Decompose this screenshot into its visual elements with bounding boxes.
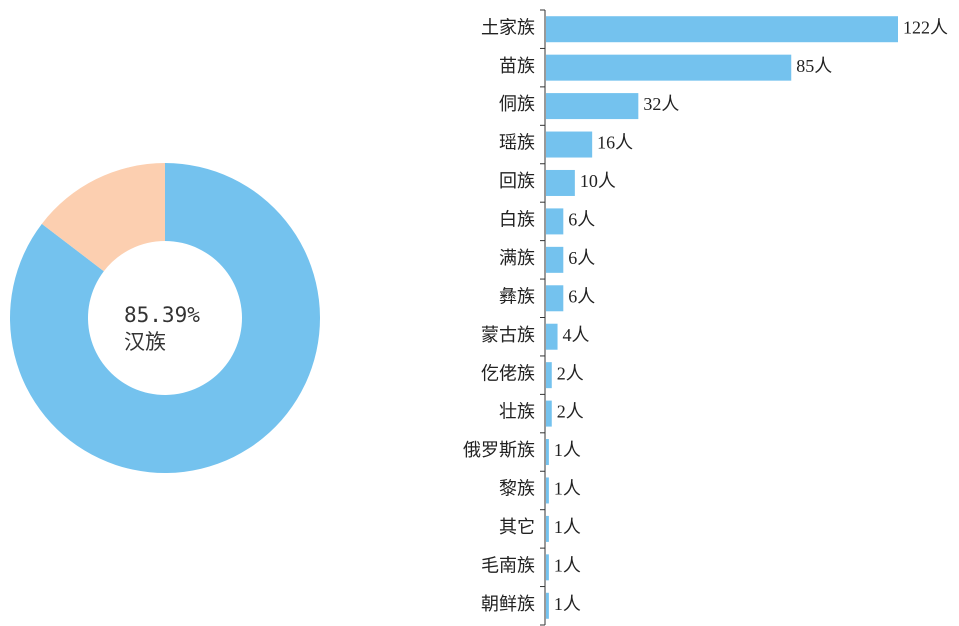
category-label: 回族 bbox=[499, 171, 535, 191]
category-label: 蒙古族 bbox=[481, 325, 535, 345]
category-label: 白族 bbox=[499, 210, 535, 230]
value-label: 32人 bbox=[643, 94, 679, 114]
value-label: 4人 bbox=[563, 325, 590, 345]
category-label: 瑶族 bbox=[499, 133, 535, 153]
bar bbox=[546, 362, 552, 389]
value-label: 1人 bbox=[554, 594, 581, 614]
category-label: 苗族 bbox=[499, 56, 535, 76]
category-label: 壮族 bbox=[499, 402, 535, 422]
value-label: 85人 bbox=[796, 56, 832, 76]
bar bbox=[546, 515, 549, 542]
bar bbox=[546, 169, 575, 196]
value-label: 1人 bbox=[554, 440, 581, 460]
category-label: 满族 bbox=[499, 248, 535, 268]
value-label: 1人 bbox=[554, 555, 581, 575]
value-label: 10人 bbox=[580, 171, 616, 191]
bar bbox=[546, 16, 898, 43]
center-label: 汉族 bbox=[124, 330, 166, 354]
category-label: 朝鲜族 bbox=[481, 594, 535, 614]
value-label: 2人 bbox=[557, 363, 584, 383]
value-label: 16人 bbox=[597, 133, 633, 153]
category-label: 毛南族 bbox=[481, 555, 535, 575]
donut-slice bbox=[9, 163, 321, 473]
bar bbox=[546, 592, 549, 619]
category-label: 彝族 bbox=[499, 286, 535, 306]
value-label: 122人 bbox=[903, 17, 948, 37]
bar bbox=[546, 246, 564, 273]
donut-slice bbox=[41, 163, 165, 272]
category-label: 仡佬族 bbox=[481, 363, 535, 383]
bar bbox=[546, 54, 792, 81]
category-label: 黎族 bbox=[499, 479, 535, 499]
bar bbox=[546, 131, 593, 158]
center-value: 85.39% bbox=[124, 303, 200, 327]
value-label: 6人 bbox=[568, 248, 595, 268]
category-label: 土家族 bbox=[481, 17, 535, 37]
category-label: 俄罗斯族 bbox=[463, 440, 535, 460]
bar bbox=[546, 400, 552, 427]
value-label: 6人 bbox=[568, 286, 595, 306]
value-label: 6人 bbox=[568, 210, 595, 230]
value-label: 1人 bbox=[554, 479, 581, 499]
category-label: 其它 bbox=[499, 517, 535, 537]
bar bbox=[546, 285, 564, 312]
value-label: 1人 bbox=[554, 517, 581, 537]
bar bbox=[546, 554, 549, 581]
bar bbox=[546, 477, 549, 504]
value-label: 2人 bbox=[557, 402, 584, 422]
bar bbox=[546, 93, 639, 120]
bar bbox=[546, 208, 564, 235]
bar bbox=[546, 323, 558, 350]
category-label: 侗族 bbox=[499, 94, 535, 114]
bar bbox=[546, 439, 549, 466]
